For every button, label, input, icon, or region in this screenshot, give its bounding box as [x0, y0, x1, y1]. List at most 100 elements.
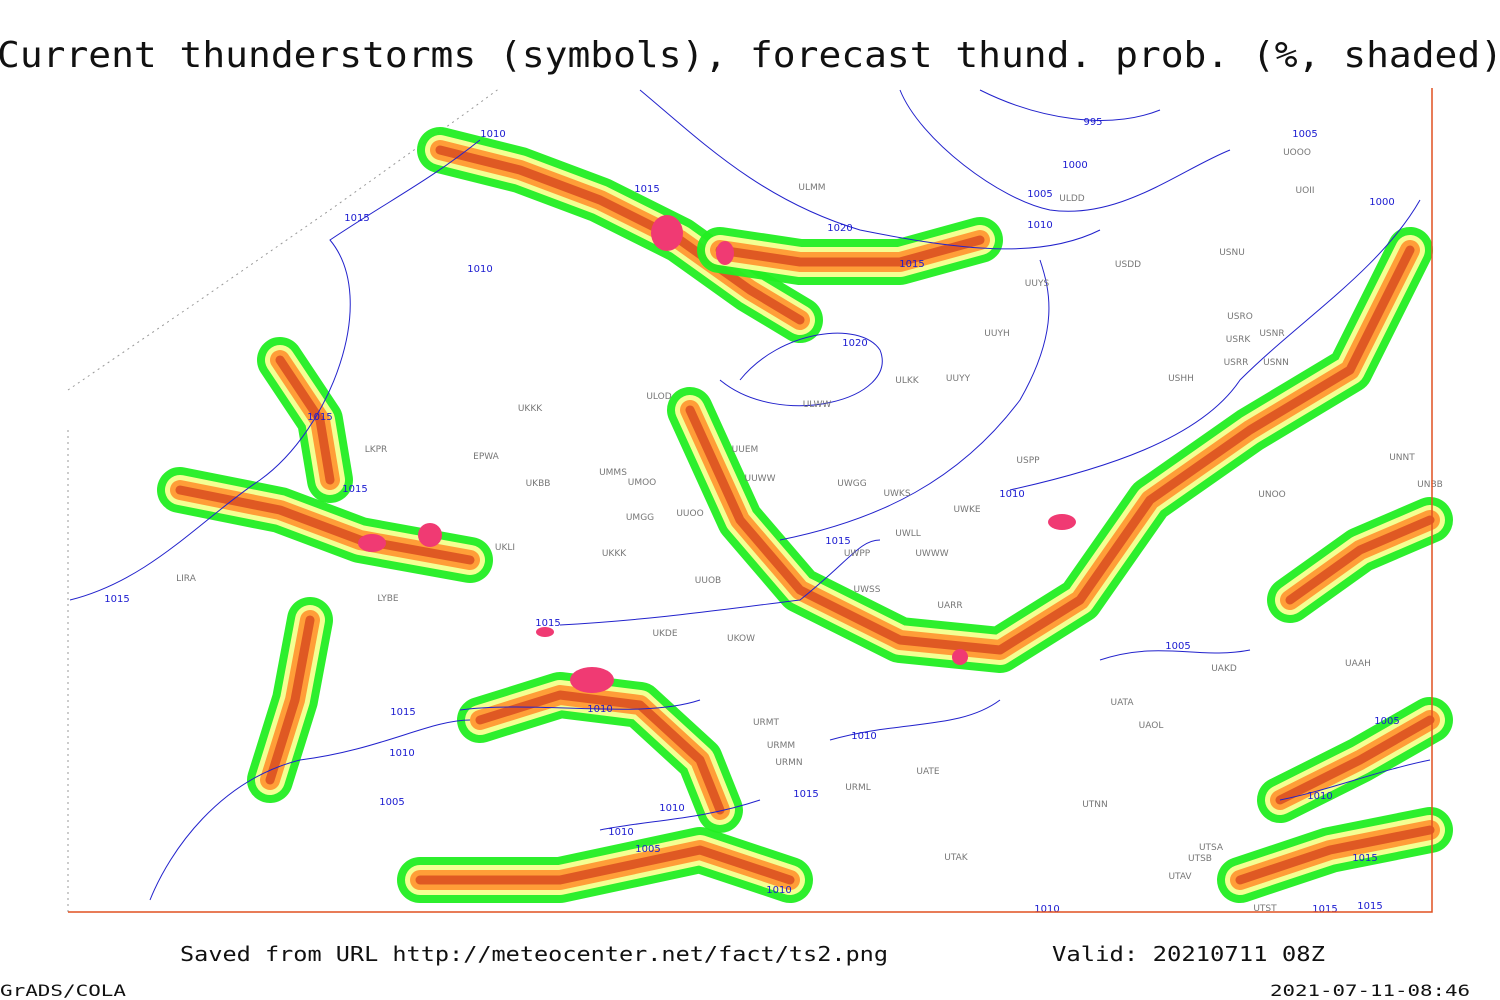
isobar-label: 1000 [1369, 197, 1394, 208]
isobar-label: 1005 [1027, 189, 1052, 200]
isobar-label: 1005 [1374, 716, 1399, 727]
station-code: LIRA [176, 574, 197, 584]
isobar-label: 1015 [342, 484, 367, 495]
isobar-label: 1010 [1027, 220, 1052, 231]
isobar-label: 1015 [390, 707, 415, 718]
isobar-label: 1010 [1034, 904, 1059, 915]
isobar-label: 1015 [1352, 853, 1377, 864]
station-code: ULOD [646, 392, 671, 402]
station-code: USNU [1219, 248, 1245, 258]
isobar-label: 1005 [635, 844, 660, 855]
isobar-label: 1005 [1165, 641, 1190, 652]
shade-band [415, 845, 795, 885]
isobar-label: 1015 [825, 536, 850, 547]
station-code: UKDE [652, 629, 677, 639]
shade-band [435, 145, 805, 325]
isobar-label: 1005 [379, 797, 404, 808]
isobar-label: 1015 [104, 594, 129, 605]
station-code: UUWW [745, 474, 776, 484]
isobar-label: 1010 [999, 489, 1024, 500]
station-code: UUOB [695, 576, 721, 586]
station-code: USPP [1016, 456, 1040, 466]
isobar-label: 1015 [793, 789, 818, 800]
station-code: USNR [1259, 329, 1284, 339]
station-code: UOOO [1283, 148, 1311, 158]
station-code: UUYS [1025, 279, 1050, 289]
station-code: UWKE [953, 505, 980, 515]
station-code: UWKS [883, 489, 910, 499]
shade-band [685, 245, 1415, 655]
station-code: UAOL [1139, 721, 1164, 731]
isobar-label: 1015 [535, 618, 560, 629]
station-code: UATA [1110, 698, 1134, 708]
valid-time: Valid: 20210711 08Z [1052, 942, 1325, 966]
station-code: UNOO [1258, 490, 1286, 500]
shade-band [715, 235, 985, 267]
isobar-label: 1010 [480, 129, 505, 140]
station-code: USDD [1115, 260, 1141, 270]
isobars [69, 89, 1431, 901]
station-code: UMGG [626, 513, 654, 523]
station-code: UMMS [599, 468, 627, 478]
station-code: UWGG [837, 479, 866, 489]
shade-band [275, 355, 335, 485]
map: 1010101510151010102010159951000100510101… [67, 87, 1453, 915]
storm-symbols [358, 215, 1076, 693]
station-code: UWPP [844, 549, 871, 559]
isobar-label: 1015 [1312, 904, 1337, 915]
station-code: UAKD [1211, 664, 1237, 674]
station-code: UTNN [1082, 800, 1108, 810]
isobar-label: 1005 [1292, 129, 1317, 140]
shade-band [1285, 515, 1435, 605]
station-code: USHH [1168, 374, 1194, 384]
isobar-label: 1015 [899, 259, 924, 270]
isobar-label: 1010 [659, 803, 684, 814]
station-code: USRK [1226, 335, 1252, 345]
station-code: UKBB [526, 479, 551, 489]
software: GrADS/COLA [0, 981, 126, 1000]
isobar-label: 1010 [587, 704, 612, 715]
isobar-label: 1020 [827, 223, 852, 234]
isobar-label: 995 [1083, 117, 1102, 128]
station-code: UKLI [495, 543, 515, 553]
isobar-label: 1000 [1062, 160, 1087, 171]
station-code: ULDD [1059, 194, 1085, 204]
isobar-label: 1010 [389, 748, 414, 759]
title: Current thunderstorms (symbols), forecas… [0, 35, 1500, 76]
station-code: UTST [1253, 904, 1277, 914]
station-code: UARR [937, 601, 962, 611]
isobar-label: 1010 [608, 827, 633, 838]
isobar-label: 1010 [1307, 791, 1332, 802]
station-code: UNNT [1389, 453, 1415, 463]
shade-band [1235, 825, 1435, 885]
station-code: UAAH [1345, 659, 1371, 669]
station-code: URMT [753, 718, 780, 728]
source: Saved from URL http://meteocenter.net/fa… [180, 942, 888, 966]
station-code: UATE [916, 767, 940, 777]
station-code: UTSA [1199, 843, 1224, 853]
station-code: URML [845, 783, 871, 793]
shading [157, 127, 1453, 903]
station-code: UWWW [915, 549, 948, 559]
timestamp: 2021-07-11-08:46 [1270, 981, 1470, 1000]
station-code: USRR [1224, 358, 1249, 368]
station-code: UTSB [1188, 854, 1212, 864]
station-code: UOII [1296, 186, 1315, 196]
labels: 1010101510151010102010159951000100510101… [104, 117, 1443, 915]
shade-band [265, 615, 315, 785]
station-code: UWLL [895, 529, 921, 539]
station-code: ULKK [895, 376, 920, 386]
station-code: UUOO [676, 509, 703, 519]
shade-band [1275, 715, 1435, 805]
isobar-label: 1015 [1357, 901, 1382, 912]
station-code: EPWA [473, 452, 500, 462]
station-code: UMOO [628, 478, 657, 488]
station-code: USRO [1227, 312, 1253, 322]
isobar-label: 1020 [842, 338, 867, 349]
station-code: LYBE [377, 594, 398, 604]
shade-band [475, 690, 725, 815]
station-code: UKKK [518, 404, 543, 414]
isobar-label: 1010 [467, 264, 492, 275]
station-code: USNN [1263, 358, 1289, 368]
